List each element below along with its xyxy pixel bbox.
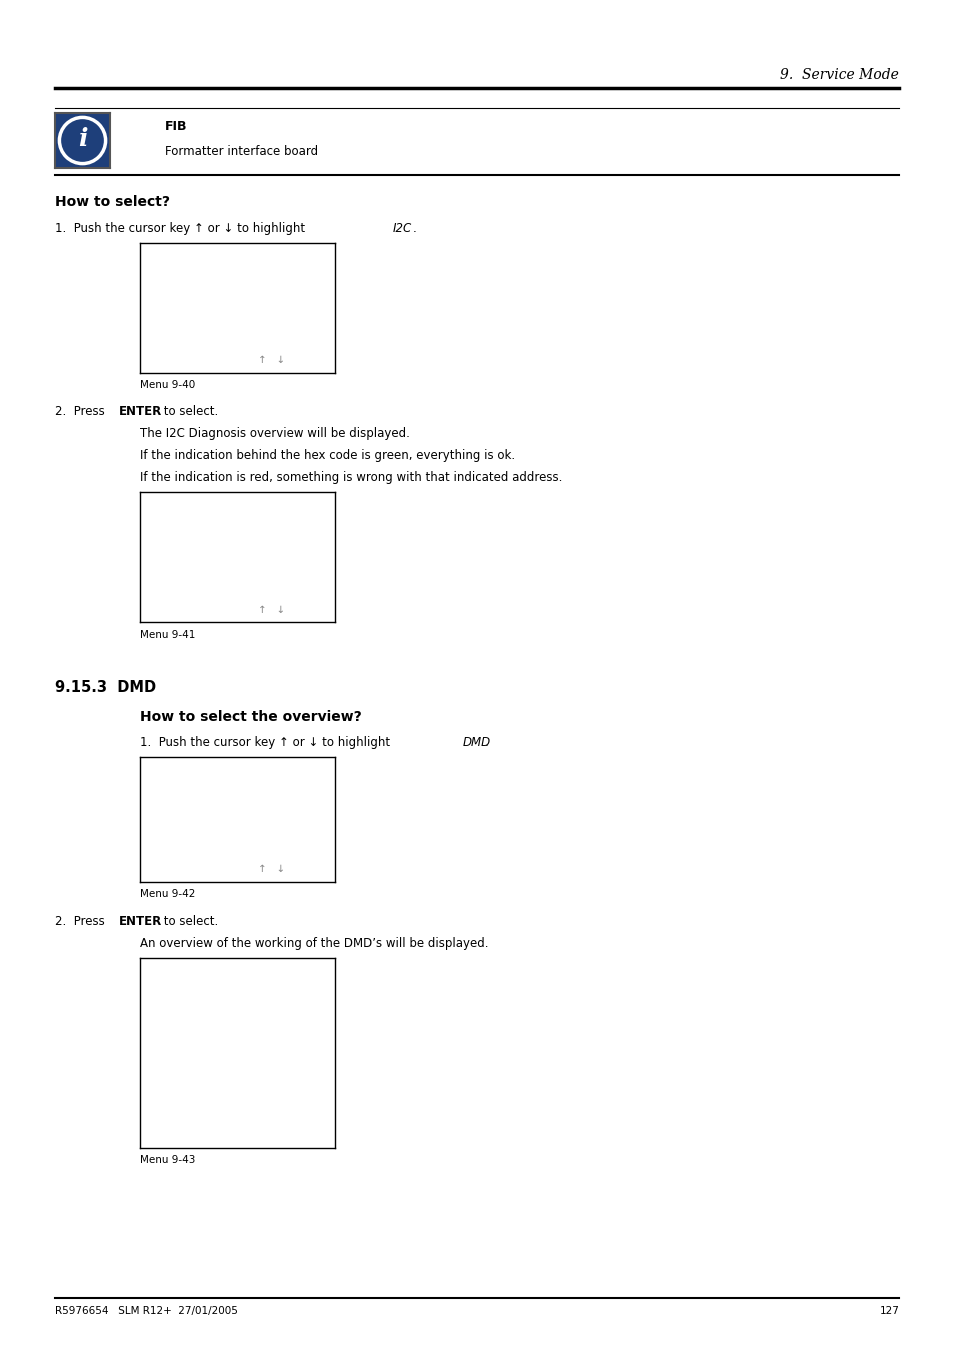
Text: Menu 9-43: Menu 9-43 (140, 1155, 195, 1165)
Text: 2.  Press: 2. Press (55, 405, 109, 417)
Text: Menu 9-41: Menu 9-41 (140, 630, 195, 640)
Text: i: i (77, 127, 87, 151)
Text: Formatter interface board: Formatter interface board (165, 145, 317, 158)
Text: I2C: I2C (393, 222, 412, 235)
Text: 127: 127 (880, 1306, 899, 1316)
Text: Menu 9-40: Menu 9-40 (140, 380, 195, 390)
Text: .: . (484, 736, 488, 748)
Text: 1.  Push the cursor key ↑ or ↓ to highlight: 1. Push the cursor key ↑ or ↓ to highlig… (55, 222, 309, 235)
Text: to select.: to select. (160, 405, 218, 417)
Text: ↑   ↓: ↑ ↓ (257, 865, 285, 874)
Text: 2.  Press: 2. Press (55, 915, 109, 928)
Text: R5976654   SLM R12+  27/01/2005: R5976654 SLM R12+ 27/01/2005 (55, 1306, 237, 1316)
Text: FIB: FIB (165, 120, 188, 132)
Text: .: . (413, 222, 416, 235)
Text: Menu 9-42: Menu 9-42 (140, 889, 195, 898)
Text: The I2C Diagnosis overview will be displayed.: The I2C Diagnosis overview will be displ… (140, 427, 410, 440)
Text: An overview of the working of the DMD’s will be displayed.: An overview of the working of the DMD’s … (140, 938, 488, 950)
Text: ↑   ↓: ↑ ↓ (257, 605, 285, 615)
Text: How to select the overview?: How to select the overview? (140, 711, 361, 724)
Text: to select.: to select. (160, 915, 218, 928)
Text: ↑   ↓: ↑ ↓ (257, 355, 285, 365)
Text: DMD: DMD (462, 736, 491, 748)
Text: ENTER: ENTER (119, 915, 162, 928)
Text: How to select?: How to select? (55, 195, 170, 209)
Text: 9.  Service Mode: 9. Service Mode (780, 68, 898, 82)
Text: If the indication behind the hex code is green, everything is ok.: If the indication behind the hex code is… (140, 449, 515, 462)
Text: If the indication is red, something is wrong with that indicated address.: If the indication is red, something is w… (140, 471, 561, 484)
Text: 9.15.3  DMD: 9.15.3 DMD (55, 680, 156, 694)
Text: ENTER: ENTER (119, 405, 162, 417)
Text: 1.  Push the cursor key ↑ or ↓ to highlight: 1. Push the cursor key ↑ or ↓ to highlig… (140, 736, 394, 748)
